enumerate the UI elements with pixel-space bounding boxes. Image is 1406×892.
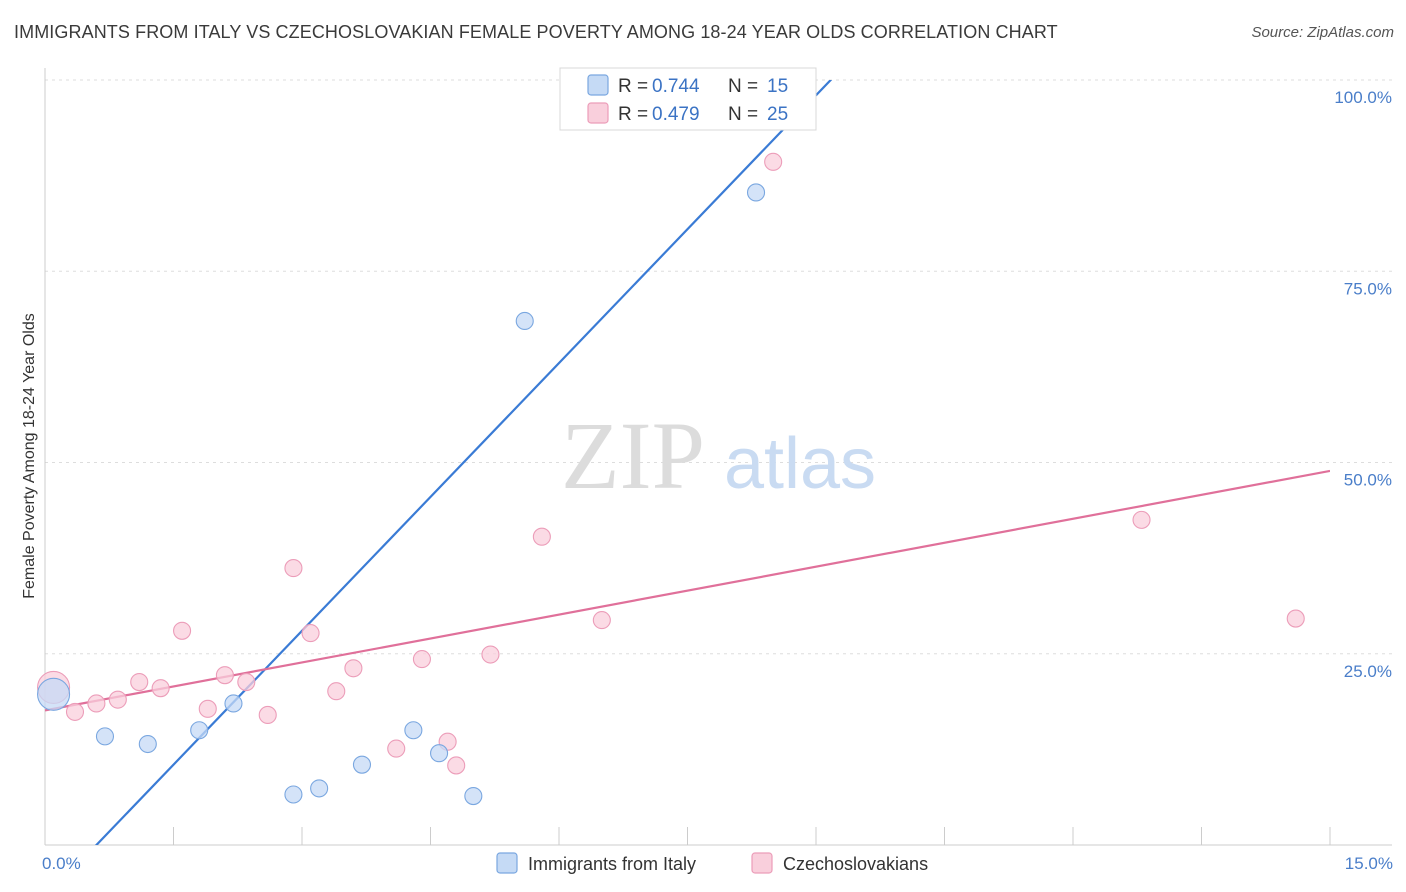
- bottom-legend-swatch-italy: [496, 852, 518, 874]
- watermark-zip: ZIP: [561, 402, 705, 509]
- point-czech-9: [237, 673, 256, 692]
- point-czech-19: [481, 645, 500, 664]
- point-italy-11: [515, 311, 534, 331]
- point-czech-14: [344, 659, 363, 678]
- point-czech-12: [301, 624, 320, 643]
- point-italy-10: [464, 786, 483, 806]
- legend-r-value-italy: 0.744: [652, 76, 700, 97]
- point-czech-20: [532, 527, 551, 546]
- y-tick-label: 50.0%: [1344, 471, 1392, 490]
- bottom-legend-label-czech: Czechoslovakians: [783, 854, 928, 874]
- point-czech-11: [284, 559, 303, 578]
- watermark-atlas: atlas: [724, 424, 876, 504]
- point-czech-4: [130, 673, 149, 692]
- point-czech-13: [327, 682, 346, 701]
- source-credit: Source: ZipAtlas.com: [1251, 24, 1394, 41]
- point-czech-15: [387, 739, 406, 758]
- x-tick-labels: 0.0% 15.0%: [42, 854, 1393, 873]
- y-tick-labels: 25.0% 50.0% 75.0% 100.0%: [1334, 88, 1392, 681]
- legend-swatch-italy: [587, 74, 609, 96]
- legend-n-value-italy: 15: [767, 76, 788, 97]
- point-czech-3: [108, 690, 127, 709]
- x-tick-label-max: 15.0%: [1345, 854, 1393, 873]
- bottom-legend-swatch-czech: [751, 852, 773, 874]
- legend-n-label-czech: N =: [728, 104, 758, 125]
- axes: [44, 68, 1392, 846]
- point-italy-4: [224, 694, 243, 713]
- point-czech-8: [215, 666, 234, 685]
- point-italy-5: [284, 785, 303, 804]
- point-czech-16: [412, 650, 431, 669]
- point-italy-0: [37, 677, 71, 711]
- point-czech-23: [1132, 510, 1151, 529]
- point-italy-14: [746, 183, 766, 202]
- gridlines: [45, 79, 1392, 655]
- trendline-italy: [94, 80, 833, 845]
- legend-swatch-czech: [587, 102, 609, 124]
- watermark: ZIP atlas: [561, 402, 876, 509]
- point-italy-8: [404, 721, 423, 740]
- point-czech-2: [87, 694, 106, 713]
- point-czech-1: [65, 702, 85, 721]
- legend-r-label-czech: R =: [618, 104, 648, 125]
- bottom-legend: Immigrants from Italy Czechoslovakians: [496, 852, 928, 874]
- point-italy-7: [352, 755, 372, 774]
- point-czech-18: [447, 756, 466, 775]
- trendline-czech: [45, 469, 1330, 712]
- point-czech-6: [173, 621, 192, 640]
- point-czech-5: [151, 679, 170, 698]
- legend-n-value-czech: 25: [767, 104, 788, 125]
- chart-title: IMMIGRANTS FROM ITALY VS CZECHOSLOVAKIAN…: [14, 22, 1058, 42]
- y-tick-label: 100.0%: [1334, 88, 1392, 107]
- bottom-legend-label-italy: Immigrants from Italy: [528, 854, 696, 874]
- point-italy-3: [190, 721, 209, 740]
- point-italy-9: [430, 744, 449, 763]
- y-tick-label: 75.0%: [1344, 279, 1392, 298]
- point-italy-1: [95, 727, 115, 746]
- legend-n-label-italy: N =: [728, 76, 758, 97]
- trendlines: [45, 80, 1330, 845]
- point-italy-2: [138, 734, 157, 754]
- point-czech-24: [1286, 609, 1305, 628]
- point-czech-21: [592, 611, 611, 630]
- y-axis-label: Female Poverty Among 18-24 Year Olds: [21, 313, 38, 599]
- legend-r-label-italy: R =: [618, 76, 648, 97]
- y-tick-label: 25.0%: [1344, 662, 1392, 681]
- point-italy-6: [310, 779, 329, 798]
- point-czech-10: [258, 705, 277, 725]
- legend-r-value-czech: 0.479: [652, 104, 700, 125]
- point-czech-22: [764, 152, 783, 171]
- point-czech-7: [198, 699, 217, 718]
- x-tick-label-min: 0.0%: [42, 854, 81, 873]
- legend: R = 0.744 N = 15 R = 0.479 N = 25: [559, 67, 817, 131]
